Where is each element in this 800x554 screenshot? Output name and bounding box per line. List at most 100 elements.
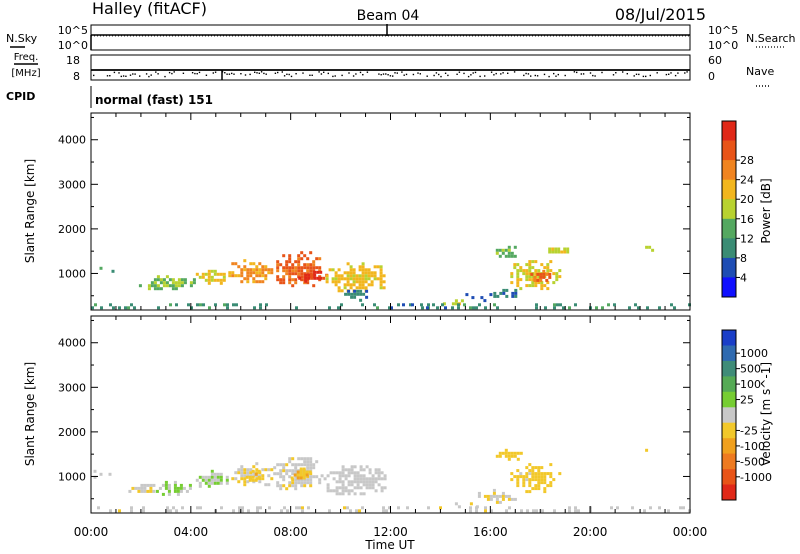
heatmap-cell — [318, 269, 322, 273]
heatmap-cell — [376, 277, 380, 281]
heatmap-cell — [208, 306, 211, 310]
heatmap-cell — [382, 280, 386, 284]
nave-dot — [118, 72, 120, 74]
heatmap-cell — [341, 474, 345, 478]
colorbar-tick-label: -500 — [740, 455, 765, 468]
heatmap-cell — [288, 272, 292, 276]
heatmap-cell — [335, 480, 339, 484]
heatmap-cell — [180, 278, 184, 282]
heatmap-cell — [199, 506, 202, 510]
colorbar-tick-label: 8 — [740, 252, 747, 265]
heatmap-cell — [264, 483, 268, 487]
heatmap-cell — [338, 474, 342, 478]
heatmap-cell — [300, 457, 304, 461]
heatmap-cell — [525, 278, 529, 282]
nave-dot — [474, 71, 477, 74]
heatmap-cell — [513, 454, 517, 458]
heatmap-cell — [176, 489, 180, 493]
heatmap-cell — [484, 306, 487, 310]
heatmap-cell — [353, 477, 357, 481]
heatmap-cell — [537, 472, 541, 476]
nave-dot — [168, 71, 171, 74]
heatmap-cell — [374, 480, 378, 484]
heatmap-cell — [255, 265, 259, 269]
heatmap-cell — [510, 497, 514, 501]
heatmap-cell — [507, 248, 511, 252]
nave-dot — [288, 73, 290, 76]
heatmap-cell — [540, 478, 544, 482]
heatmap-cell — [537, 281, 541, 285]
heatmap-cell — [507, 451, 511, 455]
heatmap-cell — [255, 477, 259, 481]
heatmap-cell — [534, 281, 538, 285]
heatmap-cell — [302, 467, 306, 471]
heatmap-cell — [285, 472, 289, 476]
nave-dot — [534, 74, 536, 77]
heatmap-cell — [216, 478, 220, 482]
nave-dot — [155, 71, 157, 73]
heatmap-cell — [531, 469, 535, 473]
heatmap-cell — [534, 478, 538, 482]
heatmap-cell — [168, 284, 172, 288]
heatmap-cell — [531, 472, 535, 476]
heatmap-cell — [306, 478, 310, 482]
nave-dot — [182, 72, 185, 74]
heatmap-cell — [279, 475, 283, 479]
x-tick-label: 04:00 — [174, 525, 209, 539]
heatmap-cell — [350, 483, 354, 487]
heatmap-cell — [332, 489, 336, 493]
heatmap-cell — [341, 480, 345, 484]
heatmap-cell — [343, 271, 347, 275]
heatmap-cell — [368, 486, 372, 490]
heatmap-cell — [331, 277, 335, 281]
heatmap-cell — [368, 477, 372, 481]
heatmap-cell — [255, 468, 259, 472]
nave-dot — [256, 72, 258, 74]
heatmap-cell — [563, 250, 567, 254]
heatmap-cell — [347, 474, 351, 478]
heatmap-cell — [335, 489, 339, 493]
heatmap-cell — [149, 489, 153, 493]
heatmap-cell — [225, 478, 229, 482]
heatmap-cell — [300, 478, 304, 482]
x-tick-label: 20:00 — [573, 525, 608, 539]
nave-dot — [405, 73, 408, 76]
heatmap-cell — [177, 284, 181, 288]
heatmap-cell — [534, 472, 538, 476]
heatmap-cell — [338, 480, 342, 484]
heatmap-cell — [238, 509, 241, 513]
heatmap-cell — [291, 463, 295, 467]
heatmap-cell — [397, 506, 400, 510]
heatmap-cell — [543, 472, 547, 476]
heatmap-cell — [551, 250, 555, 254]
heatmap-cell — [451, 302, 455, 306]
nave-dot — [318, 71, 320, 73]
heatmap-cell — [222, 278, 226, 282]
heatmap-cell — [528, 260, 532, 264]
nave-dot — [334, 75, 336, 77]
nave-dot — [649, 74, 651, 77]
heatmap-cell — [248, 478, 252, 482]
heatmap-cell — [344, 477, 348, 481]
freq-right-tick-bottom: 0 — [708, 70, 715, 83]
nave-dot — [438, 73, 440, 76]
heatmap-cell — [303, 478, 307, 482]
heatmap-cell — [282, 466, 286, 470]
nave-dot — [93, 74, 95, 77]
heatmap-cell — [549, 475, 553, 479]
heatmap-cell — [201, 478, 205, 482]
heatmap-cell — [510, 251, 514, 255]
freq-panel-frame — [90, 54, 691, 81]
heatmap-cell — [243, 474, 247, 478]
colorbar-segment — [722, 140, 736, 161]
heatmap-cell — [187, 303, 190, 307]
heatmap-cell — [513, 451, 517, 455]
heatmap-cell — [264, 265, 268, 269]
heatmap-cell — [246, 277, 250, 281]
heatmap-cell — [252, 268, 256, 272]
nave-dot — [129, 74, 132, 76]
colorbar-segment — [722, 453, 736, 470]
heatmap-cell — [344, 468, 348, 472]
heatmap-cell — [164, 480, 168, 484]
nave-dot — [594, 75, 596, 77]
